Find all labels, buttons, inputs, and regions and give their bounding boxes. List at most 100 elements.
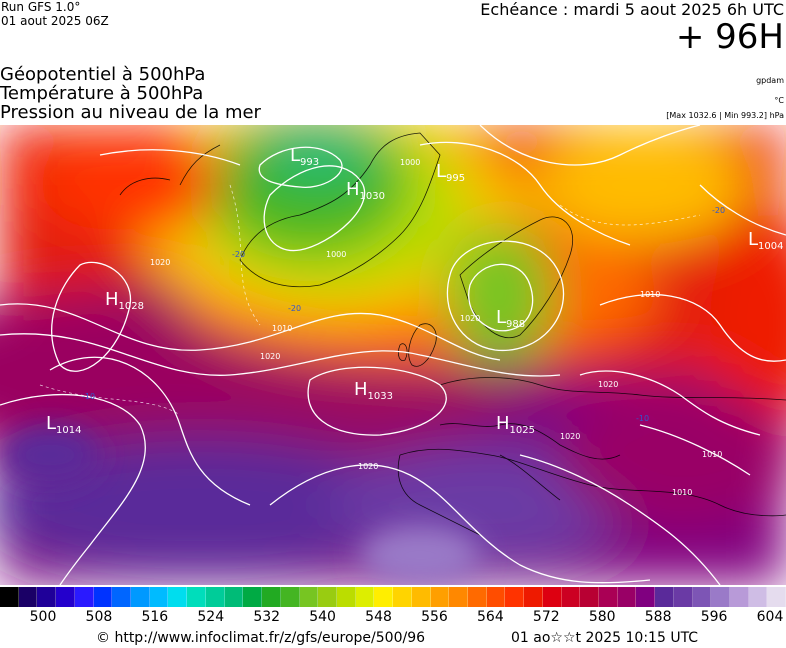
isobar-label: 1000	[326, 250, 346, 259]
legend-swatch	[280, 587, 300, 607]
isobar-label: 1020	[460, 314, 480, 323]
low-center-1014: L1014	[46, 413, 81, 436]
legend-label: 588	[644, 609, 672, 625]
legend-label: 508	[85, 609, 113, 625]
high-center-1030: H1030	[346, 179, 385, 202]
legend-swatch	[393, 587, 412, 607]
color-scale-legend	[0, 587, 786, 607]
low-center-988: L988	[496, 307, 525, 330]
footer-source: © http://www.infoclimat.fr/z/gfs/europe/…	[96, 630, 426, 646]
legend-swatch	[18, 587, 38, 607]
low-center-995: L995	[436, 161, 465, 184]
unit-geopotential: gpdam	[756, 76, 784, 85]
legend-swatch	[37, 587, 57, 607]
temperature-label: -20	[232, 250, 245, 259]
low-center-1004: L1004	[748, 229, 783, 252]
legend-label: 532	[253, 609, 281, 625]
legend-label: 524	[197, 609, 225, 625]
legend-swatch	[467, 587, 487, 607]
low-center-993: L993	[290, 145, 319, 168]
legend-swatch	[580, 587, 599, 607]
legend-swatch	[243, 587, 263, 607]
high-center-1033: H1033	[354, 379, 393, 402]
pressure-centers: L993 H1030 L995 L1004 H1028 L988 H1033 L…	[46, 145, 783, 436]
isobar-label: 1020	[358, 462, 378, 471]
isobar-label: 1000	[400, 158, 420, 167]
isobar-label: 1020	[150, 258, 170, 267]
high-center-1025: H1025	[496, 413, 535, 436]
unit-pressure-range: [Max 1032.6 | Min 993.2] hPa	[666, 111, 784, 120]
legend-swatch	[748, 587, 768, 607]
legend-label: 604	[756, 609, 784, 625]
legend-swatch	[262, 587, 281, 607]
temperature-label: -20	[288, 304, 301, 313]
legend-swatch	[655, 587, 674, 607]
legend-label: 556	[421, 609, 448, 625]
legend-label: 596	[700, 609, 728, 625]
temperature-label: -10	[82, 392, 95, 401]
legend-label: 540	[309, 609, 336, 625]
legend-swatch	[374, 587, 394, 607]
legend-swatch	[0, 587, 19, 607]
isobar-label: 1020	[260, 352, 280, 361]
legend-label: 564	[477, 609, 504, 625]
legend-swatch	[486, 587, 506, 607]
run-date: 01 aout 2025 06Z	[1, 14, 109, 28]
isobar-label: 1010	[640, 290, 660, 299]
legend-label: 548	[365, 609, 392, 625]
color-scale-labels: 500 508 516 524 532 540 548 556 564 572 580 588 596 6…	[0, 609, 786, 629]
legend-swatch	[224, 587, 244, 607]
isobars	[0, 125, 786, 585]
legend-swatch	[112, 587, 132, 607]
legend-swatch	[187, 587, 206, 607]
legend-swatch	[636, 587, 656, 607]
legend-swatch	[617, 587, 637, 607]
legend-swatch	[692, 587, 712, 607]
isobar-label: 1010	[672, 488, 692, 497]
geopotential-field	[0, 125, 786, 585]
title-temperature: Température à 500hPa	[0, 83, 204, 104]
weather-map: L993 H1030 L995 L1004 H1028 L988 H1033 L…	[0, 125, 786, 585]
title-geopotential: Géopotentiel à 500hPa	[0, 64, 206, 85]
isobar-labels: 1000 1010 1020 1010 1020 1020 1010 1020 …	[150, 158, 722, 497]
title-pressure: Pression au niveau de la mer	[0, 102, 261, 123]
isobar-label: 1010	[702, 450, 722, 459]
legend-swatch	[542, 587, 562, 607]
legend-label: 580	[588, 609, 616, 625]
legend-swatch	[561, 587, 581, 607]
lead-time: + 96H	[675, 17, 784, 57]
legend-swatch	[205, 587, 225, 607]
legend-swatch	[131, 587, 150, 607]
legend-swatch	[299, 587, 319, 607]
footer-timestamp: 01 ao☆☆t 2025 10:15 UTC	[511, 630, 699, 646]
legend-swatch	[730, 587, 749, 607]
legend-swatch	[449, 587, 468, 607]
legend-swatch	[149, 587, 169, 607]
high-center-1028: H1028	[105, 289, 144, 312]
legend-swatch	[168, 587, 188, 607]
legend-swatch	[93, 587, 113, 607]
temperature-label: -20	[712, 206, 725, 215]
unit-temperature: °C	[774, 96, 784, 105]
isotherms	[39, 184, 701, 416]
legend-swatch	[411, 587, 431, 607]
legend-label: 516	[141, 609, 169, 625]
legend-swatch	[355, 587, 375, 607]
legend-label: 500	[29, 609, 57, 625]
temperature-labels: -20 -20 -10 -20 -10	[82, 206, 725, 423]
legend-swatch	[599, 587, 618, 607]
legend-swatch	[74, 587, 94, 607]
coastlines	[119, 132, 786, 536]
legend-swatch	[56, 587, 75, 607]
legend-swatch	[524, 587, 543, 607]
isobar-label: 1020	[560, 432, 580, 441]
temperature-label: -10	[636, 414, 649, 423]
isobar-label: 1010	[272, 324, 292, 333]
legend-swatch	[505, 587, 525, 607]
legend-swatch	[711, 587, 731, 607]
echeance-label: Echéance : mardi 5 aout 2025 6h UTC	[480, 0, 784, 19]
legend-swatch	[767, 587, 786, 607]
legend-label: 572	[532, 609, 560, 625]
isobar-label: 1020	[598, 380, 618, 389]
run-label: Run GFS 1.0°	[1, 0, 81, 14]
